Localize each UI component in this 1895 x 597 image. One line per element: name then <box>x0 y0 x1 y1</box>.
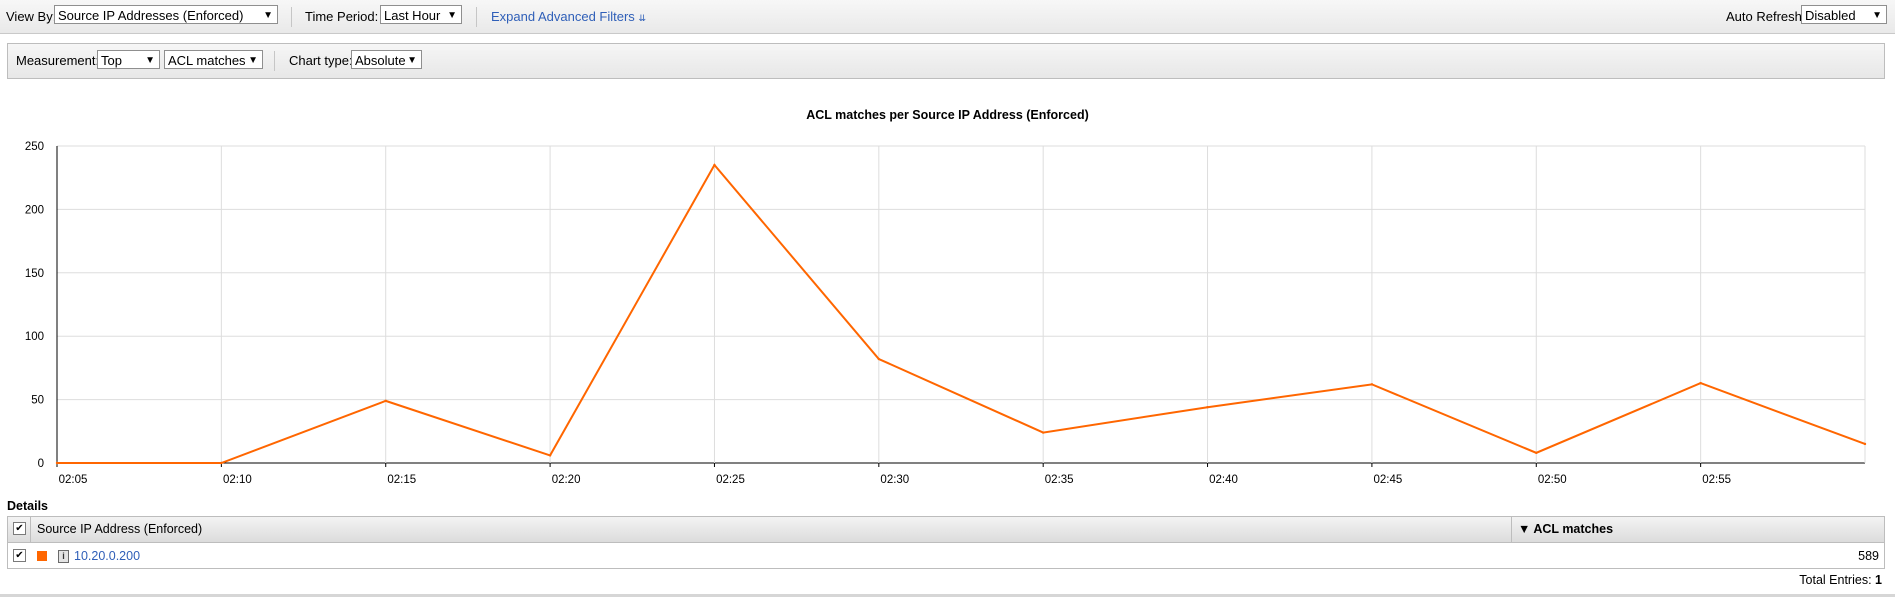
bottom-border <box>0 594 1895 597</box>
x-tick-label: 02:15 <box>387 474 416 486</box>
dropdown-arrow-icon: ▼ <box>447 10 457 21</box>
data-point <box>384 399 387 403</box>
series-line <box>57 163 1866 464</box>
x-tick-label: 02:35 <box>1045 474 1074 486</box>
data-point <box>713 163 716 167</box>
double-chevron-down-icon: ⇊ <box>638 13 646 23</box>
data-point <box>1370 383 1374 386</box>
y-tick-label: 50 <box>31 395 44 407</box>
table-row: ✔ i 10.20.0.200 589 <box>8 543 1884 569</box>
details-table: ✔ Source IP Address (Enforced) ▼ ACL mat… <box>7 516 1885 569</box>
measurement-label: Measurement: <box>16 53 100 68</box>
metric-select[interactable]: ACL matches ▼ <box>164 50 263 69</box>
view-by-select[interactable]: Source IP Addresses (Enforced) ▼ <box>54 5 278 24</box>
dropdown-arrow-icon: ▼ <box>263 10 273 21</box>
toolbar: View By: Source IP Addresses (Enforced) … <box>0 0 1895 34</box>
y-tick-label: 100 <box>25 331 44 343</box>
auto-refresh-value: Disabled <box>1805 8 1856 23</box>
x-tick-label: 02:25 <box>716 474 745 486</box>
data-point <box>1206 406 1209 409</box>
filter-bar: Measurement: Top ▼ ACL matches ▼ Chart t… <box>7 43 1885 79</box>
x-tick-label: 02:40 <box>1209 474 1238 486</box>
details-heading: Details <box>7 499 48 513</box>
x-tick-label: 02:05 <box>59 474 88 486</box>
select-all-checkbox[interactable]: ✔ <box>13 522 26 535</box>
dropdown-arrow-icon: ▼ <box>1872 10 1882 21</box>
expand-advanced-filters-link[interactable]: Expand Advanced Filters ⇊ <box>491 9 646 24</box>
column-divider <box>1511 517 1512 542</box>
data-point <box>1535 451 1538 455</box>
data-point <box>1699 381 1702 385</box>
x-tick-label: 02:20 <box>552 474 581 486</box>
chart-type-select[interactable]: Absolute ▼ <box>351 50 422 69</box>
dropdown-arrow-icon: ▼ <box>248 55 258 66</box>
total-entries: Total Entries: 1 <box>1799 573 1882 587</box>
total-entries-value: 1 <box>1875 573 1882 587</box>
info-icon[interactable]: i <box>58 550 69 563</box>
column-header-source-ip[interactable]: Source IP Address (Enforced) <box>37 522 203 536</box>
expand-filters-label: Expand Advanced Filters <box>491 9 635 24</box>
x-tick-label: 02:55 <box>1702 474 1731 486</box>
dropdown-arrow-icon: ▼ <box>407 55 417 66</box>
x-tick-label: 02:30 <box>880 474 909 486</box>
x-tick-label: 02:50 <box>1538 474 1567 486</box>
filter-divider <box>274 51 275 71</box>
toolbar-divider <box>291 7 292 27</box>
column-divider <box>30 517 31 542</box>
metric-value: ACL matches <box>168 53 246 68</box>
y-tick-label: 200 <box>25 204 44 216</box>
x-tick-label: 02:45 <box>1374 474 1403 486</box>
data-point <box>548 454 552 457</box>
total-entries-label: Total Entries: <box>1799 573 1872 587</box>
dropdown-arrow-icon: ▼ <box>145 55 155 66</box>
series-color-swatch <box>37 551 47 561</box>
data-point <box>877 357 881 361</box>
chart-title: ACL matches per Source IP Address (Enfor… <box>806 108 1089 122</box>
column-header-acl-matches[interactable]: ▼ ACL matches <box>1518 522 1614 536</box>
data-point <box>1041 431 1045 434</box>
auto-refresh-label: Auto Refresh <box>1726 9 1802 24</box>
time-period-select[interactable]: Last Hour ▼ <box>380 5 462 24</box>
measurement-select[interactable]: Top ▼ <box>97 50 160 69</box>
view-by-value: Source IP Addresses (Enforced) <box>58 8 244 23</box>
chart-type-value: Absolute <box>355 53 406 68</box>
source-ip-link[interactable]: 10.20.0.200 <box>74 549 141 563</box>
time-period-label: Time Period: <box>305 9 379 24</box>
line-chart: 0 50 100 150 200 250 02:05 02:10 02:15 02:20 02:25… <box>25 141 1867 486</box>
data-point <box>220 461 223 465</box>
x-tick-label: 02:10 <box>223 474 252 486</box>
view-by-label: View By: <box>6 9 57 24</box>
data-point <box>55 461 59 465</box>
data-point <box>1863 442 1867 446</box>
chart-type-label: Chart type: <box>289 53 353 68</box>
auto-refresh-select[interactable]: Disabled ▼ <box>1801 5 1887 24</box>
time-period-value: Last Hour <box>384 8 441 23</box>
row-checkbox[interactable]: ✔ <box>13 549 26 562</box>
toolbar-divider <box>476 7 477 27</box>
table-header: ✔ Source IP Address (Enforced) ▼ ACL mat… <box>8 517 1884 543</box>
y-tick-label: 250 <box>25 141 44 153</box>
measurement-value: Top <box>101 53 122 68</box>
y-tick-label: 150 <box>25 268 44 280</box>
acl-matches-value: 589 <box>1858 549 1879 563</box>
y-tick-label: 0 <box>38 458 44 470</box>
